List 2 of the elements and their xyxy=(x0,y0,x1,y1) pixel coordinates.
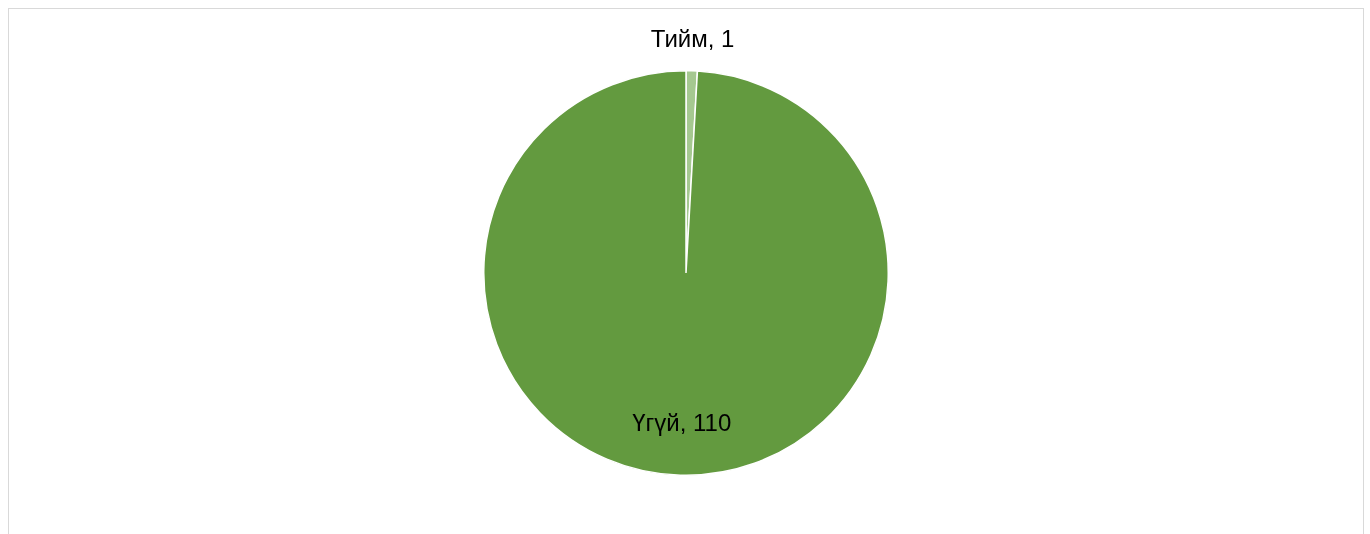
data-label: Тийм, 1 xyxy=(650,25,735,53)
data-label: Үгүй, 110 xyxy=(632,409,732,437)
